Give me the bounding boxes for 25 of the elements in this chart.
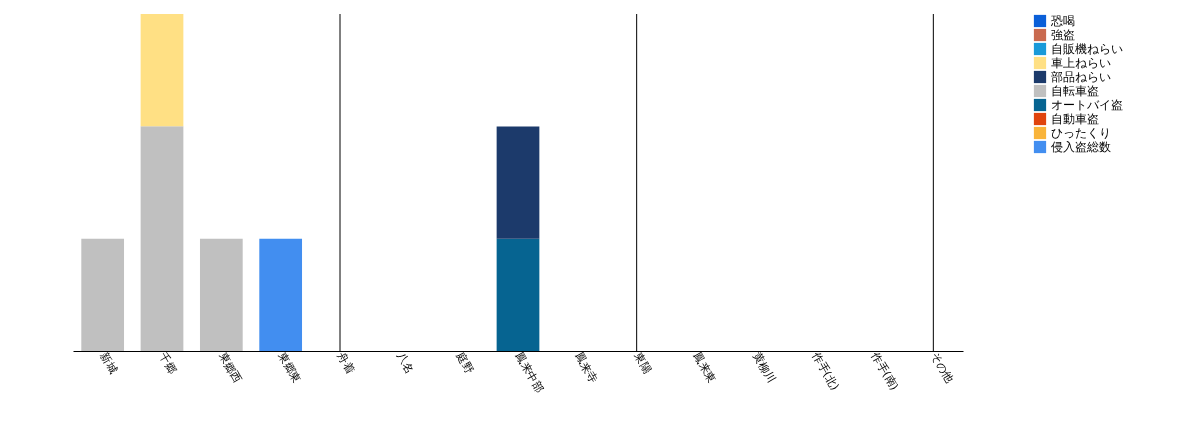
legend-label: ひったくり: [1051, 126, 1111, 140]
legend-label: 侵入盗総数: [1051, 140, 1111, 154]
x-tick-label: 舟着: [334, 350, 358, 376]
legend-label: 恐喝: [1050, 14, 1075, 28]
x-tick-label: 作手(北): [808, 349, 842, 393]
x-tick-label: 黄柳川: [750, 350, 778, 386]
x-tick-label: 庭野: [453, 350, 476, 376]
legend-label: オートバイ盗: [1051, 98, 1123, 112]
legend-label: 自転車盗: [1051, 84, 1099, 98]
x-tick-label: 東郷西: [216, 350, 244, 386]
legend-label: 自動車盗: [1051, 112, 1099, 126]
x-tick-label: 鳳来中部: [512, 350, 547, 395]
x-tick-label: 新城: [97, 350, 120, 376]
x-tick-label: その他: [928, 350, 956, 386]
x-tick-label: 千郷: [156, 350, 180, 376]
x-tick-label: 鳳来寺: [572, 350, 600, 386]
x-tick-label: 作手(南): [868, 349, 901, 393]
legend-label: 車上ねらい: [1051, 56, 1111, 70]
x-tick-label: 鳳来東: [690, 350, 719, 386]
x-tick-label: 八名: [394, 350, 417, 376]
legend-label: 部品ねらい: [1051, 70, 1111, 84]
legend-label: 強盗: [1051, 28, 1075, 42]
x-tick-label: 東陽: [631, 350, 654, 376]
x-tick-label: 東郷東: [275, 350, 304, 386]
legend-label: 自販機ねらい: [1051, 42, 1123, 56]
